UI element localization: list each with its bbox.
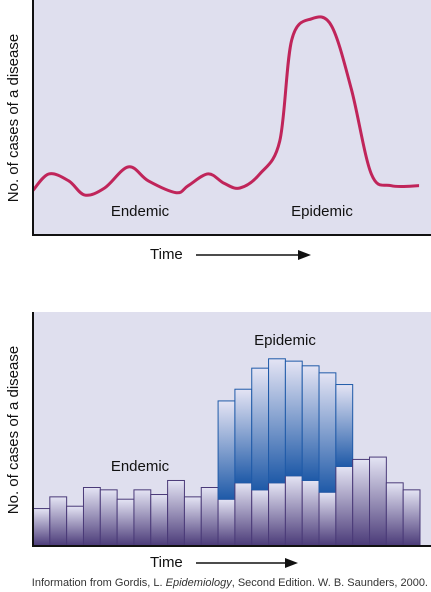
bar-segment xyxy=(335,384,354,467)
bar-segment xyxy=(234,388,253,484)
bar-segment xyxy=(402,489,421,547)
bar-segment xyxy=(217,400,236,500)
bar-segment xyxy=(116,498,135,547)
series-label: Epidemic xyxy=(254,332,316,349)
bar-segment xyxy=(369,456,387,547)
bar-segment xyxy=(301,365,320,481)
bar-segment xyxy=(335,465,354,547)
bar-segment xyxy=(385,482,404,547)
bar-segment xyxy=(183,496,202,547)
bar-segment xyxy=(268,358,286,484)
bar-segment xyxy=(318,491,337,547)
bar-segment xyxy=(284,475,303,547)
bar-segment xyxy=(49,496,68,547)
source-text: Epidemiology xyxy=(166,577,234,589)
annotation: Endemic xyxy=(111,203,170,220)
line xyxy=(31,15,420,197)
bar-segment xyxy=(251,489,270,547)
bar-segment xyxy=(66,505,84,547)
bar-segment xyxy=(318,372,337,493)
bar-segment xyxy=(133,489,152,547)
bar-segment xyxy=(268,482,286,547)
y-axis-label: No. of cases of a disease xyxy=(5,34,22,202)
arrow-head xyxy=(285,558,298,568)
bar-segment xyxy=(284,360,303,477)
source-text: Information from Gordis, L. xyxy=(32,577,166,589)
annotation: Epidemic xyxy=(291,203,353,220)
bar-segment xyxy=(32,508,51,547)
source-text: , Second Edition. W. B. Saunders, 2000. xyxy=(232,577,428,589)
arrow-head xyxy=(298,250,311,260)
bar-segment xyxy=(352,458,371,547)
series-label: Endemic xyxy=(111,458,170,475)
bar-segment xyxy=(217,498,236,547)
bar-segment xyxy=(200,487,219,547)
x-axis-label: Time xyxy=(150,246,183,263)
bar-segment xyxy=(82,487,101,547)
y-axis-label: No. of cases of a disease xyxy=(5,346,22,514)
bar-segment xyxy=(167,479,185,547)
bar-segment xyxy=(301,479,320,547)
bar-segment xyxy=(251,367,270,491)
source-note: Information from Gordis, L. Epidemiology… xyxy=(32,577,428,589)
plot-background xyxy=(33,0,431,235)
bar-segment xyxy=(99,489,118,547)
x-axis-label: Time xyxy=(150,554,183,571)
bar-segment xyxy=(234,482,253,547)
bar-segment xyxy=(150,494,169,547)
